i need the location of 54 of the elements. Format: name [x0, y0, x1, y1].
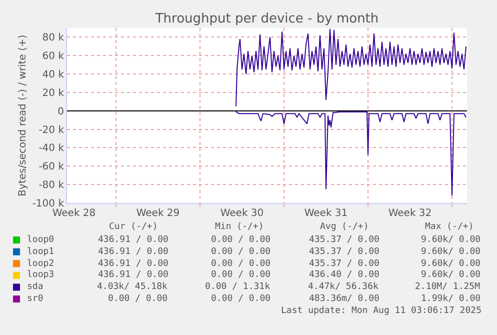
text: 2.10M/ 1.25M — [415, 282, 481, 292]
text: 9.60k/ 0.00 — [421, 247, 481, 257]
x-tick-label: Week 30 — [220, 208, 264, 219]
text: 483.36m/ 0.00 — [309, 294, 380, 304]
x-tick-label: Week 28 — [52, 208, 96, 219]
y-tick-label: 80 k — [42, 32, 64, 44]
y-tick-label: 20 k — [42, 88, 64, 99]
text: 435.37 / 0.00 — [309, 259, 380, 269]
legend-label: sr0 — [27, 294, 44, 304]
text: Max (-/+) — [425, 222, 474, 232]
text: 0.00 / 0.00 — [211, 270, 271, 280]
legend-label: loop1 — [27, 247, 54, 257]
line-series — [236, 110, 466, 196]
y-tick-label: 0 — [58, 106, 64, 118]
text: 4.03k/ 45.18k — [97, 282, 168, 292]
y-tick-label: 60 k — [42, 51, 64, 62]
legend-label: loop3 — [27, 270, 54, 280]
text: 0.00 / 1.31k — [205, 282, 271, 292]
text: 9.60k/ 0.00 — [421, 235, 481, 245]
text: 4.47k/ 56.36k — [308, 282, 380, 292]
text: 436.91 / 0.00 — [98, 259, 168, 269]
y-tick-label: -20 k — [38, 124, 64, 136]
text: 436.91 / 0.00 — [98, 247, 168, 257]
x-tick-label: Week 31 — [304, 208, 348, 219]
text: 0.00 / 0.00 — [211, 294, 271, 304]
text: 436.91 / 0.00 — [98, 235, 168, 245]
text: 0.00 / 0.00 — [108, 294, 168, 304]
y-tick-label: 40 k — [42, 70, 64, 81]
legend-label: sda — [27, 282, 44, 292]
x-tick-label: Week 29 — [136, 208, 180, 219]
y-tick-label: -80 k — [38, 180, 64, 192]
y-axis-title: Bytes/second read (-) / write (+) — [17, 34, 28, 196]
text: 436.91 / 0.00 — [98, 270, 168, 280]
y-tick-label: -100 k — [32, 198, 64, 210]
text: Cur (-/+) — [109, 222, 158, 232]
x-tick-label: Week 32 — [388, 208, 432, 219]
y-tick-label: -60 k — [38, 162, 64, 173]
text: Min (-/+) — [215, 222, 264, 232]
chart-title: Throughput per device - by month — [154, 12, 379, 27]
line-series — [236, 28, 466, 107]
legend-label: loop2 — [27, 259, 54, 269]
text: 435.37 / 0.00 — [309, 247, 380, 257]
text: 436.40 / 0.00 — [309, 270, 380, 280]
text: 9.60k/ 0.00 — [421, 259, 481, 269]
text: 435.37 / 0.00 — [309, 235, 380, 245]
legend-label: loop0 — [27, 235, 54, 245]
y-tick-label: -40 k — [38, 143, 64, 154]
text: 1.99k/ 0.00 — [421, 294, 481, 304]
text: Avg (-/+) — [320, 222, 369, 232]
text: 0.00 / 0.00 — [211, 259, 271, 269]
text: 9.60k/ 0.00 — [421, 270, 481, 280]
text: 0.00 / 0.00 — [211, 235, 271, 245]
text: 0.00 / 0.00 — [211, 247, 271, 257]
text: Last update: Mon Aug 11 03:06:17 2025 — [281, 306, 482, 316]
